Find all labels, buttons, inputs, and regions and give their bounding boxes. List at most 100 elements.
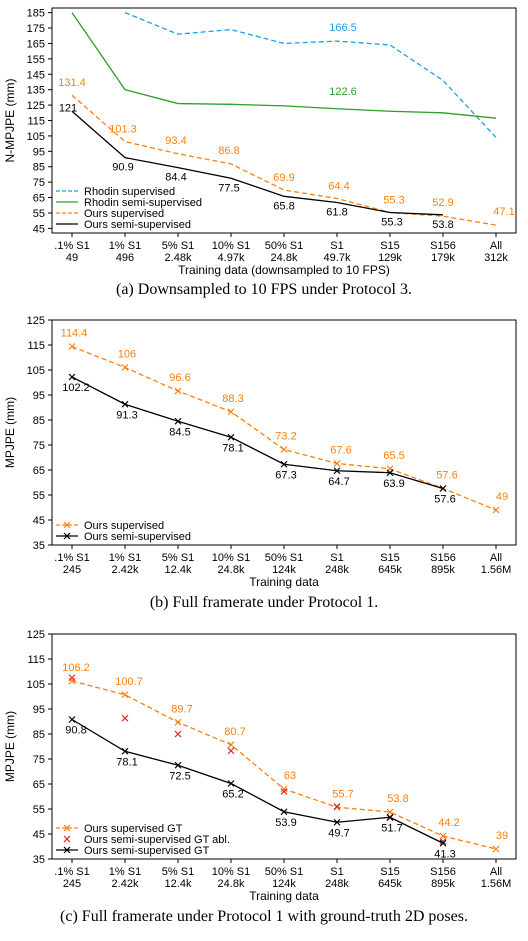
caption-a: (a) Downsampled to 10 FPS under Protocol…: [116, 281, 412, 298]
y-tick-label: 35: [33, 854, 45, 866]
data-label: 89.7: [171, 703, 192, 715]
x-tick-label: 50% S1: [265, 240, 304, 252]
data-point-marker: [280, 808, 288, 816]
x-tick-label: S15: [380, 866, 400, 878]
data-point-marker: [333, 460, 341, 467]
data-label: 114.4: [61, 328, 88, 340]
data-label: 47.1: [493, 206, 514, 218]
x-tick-label: 10% S1: [212, 240, 251, 252]
data-label: 51.7: [381, 822, 402, 834]
y-tick-label: 185: [27, 8, 45, 20]
data-point-marker: [174, 730, 182, 738]
y-tick-label: 55: [33, 490, 45, 502]
legend-label: Ours semi-supervised: [84, 531, 191, 543]
x-tick-label: All: [490, 866, 502, 878]
y-tick-label: 175: [27, 23, 45, 35]
legend-item: Ours supervised: [56, 208, 164, 220]
x-tick-sublabel: 245: [63, 878, 81, 890]
data-label: 53.9: [275, 817, 296, 829]
y-tick-label: 85: [33, 162, 45, 174]
x-tick-sublabel: 49.7k: [324, 252, 351, 264]
caption-b: (b) Full framerate under Protocol 1.: [149, 594, 379, 611]
legend-label: Ours supervised GT: [84, 823, 183, 835]
x-tick-label: S1: [330, 240, 343, 252]
data-point-marker: [280, 460, 288, 468]
data-label: 63.9: [383, 478, 404, 490]
y-tick-label: 115: [27, 116, 45, 128]
y-tick-label: 115: [27, 654, 45, 666]
y-tick-label: 125: [27, 629, 45, 641]
data-label: 64.4: [328, 180, 349, 192]
data-label: 93.4: [165, 135, 186, 147]
y-tick-label: 135: [27, 85, 45, 97]
data-point-marker: [280, 785, 288, 793]
x-tick-sublabel: 24.8k: [218, 564, 245, 576]
legend-label: Ours semi-supervised GT abl.: [84, 834, 230, 846]
data-label: 55.3: [383, 195, 404, 207]
y-tick-label: 85: [33, 415, 45, 427]
data-label: 53.8: [432, 219, 453, 231]
data-label: 77.5: [218, 182, 239, 194]
y-tick-label: 125: [27, 100, 45, 112]
y-tick-label: 65: [33, 193, 45, 205]
y-tick-label: 95: [33, 146, 45, 158]
data-point-marker: [121, 691, 129, 699]
data-label: 55.3: [381, 217, 402, 229]
y-tick-label: 105: [27, 365, 45, 377]
legend-item: Ours supervised GT: [56, 823, 183, 835]
data-point-marker: [280, 788, 288, 795]
series-line: [71, 718, 444, 844]
legend-item: Ours semi-supervised GT: [56, 845, 210, 857]
data-label: 88.3: [222, 393, 243, 405]
data-label: 55.7: [332, 788, 353, 800]
x-tick-label: 5% S1: [162, 866, 194, 878]
x-tick-sublabel: 24.8k: [218, 878, 245, 890]
y-tick-label: 115: [27, 340, 45, 352]
data-label: 65.2: [222, 789, 243, 801]
x-tick-sublabel: 179k: [431, 252, 455, 264]
data-label: 91.3: [116, 409, 137, 421]
series-line: [71, 12, 497, 119]
x-tick-sublabel: 2.42k: [112, 564, 139, 576]
series-line: [71, 110, 444, 216]
y-tick-label: 95: [33, 390, 45, 402]
data-point-marker: [439, 832, 447, 840]
x-tick-label: S1: [330, 552, 343, 564]
data-label: 90.9: [112, 162, 133, 174]
x-tick-sublabel: 895k: [431, 878, 455, 890]
data-point-marker: [227, 780, 235, 787]
y-tick-label: 65: [33, 465, 45, 477]
series-line: [71, 376, 444, 490]
y-tick-label: 65: [33, 779, 45, 791]
x-tick-sublabel: 1.56M: [481, 564, 512, 576]
data-point-marker: [121, 364, 129, 371]
x-tick-label: 1% S1: [109, 552, 141, 564]
x-tick-label: 10% S1: [212, 552, 251, 564]
data-label: 101.3: [109, 124, 137, 136]
x-tick-label: S15: [380, 552, 400, 564]
y-tick-label: 55: [33, 804, 45, 816]
x-tick-label: 10% S1: [212, 866, 251, 878]
data-label: 78.1: [222, 442, 243, 454]
data-point-marker: [121, 747, 129, 755]
x-tick-label: 1% S1: [109, 240, 141, 252]
data-label: 63: [284, 770, 296, 782]
x-tick-sublabel: 312k: [484, 252, 508, 264]
x-tick-sublabel: 895k: [431, 564, 455, 576]
x-tick-sublabel: 645k: [378, 564, 402, 576]
x-axis-label: Training data: [249, 575, 319, 589]
x-tick-label: 1% S1: [109, 866, 141, 878]
x-tick-sublabel: 129k: [378, 252, 402, 264]
data-point-marker: [227, 741, 235, 749]
data-label: 122.6: [329, 86, 357, 98]
y-axis-label: MPJPE (mm): [3, 397, 17, 468]
data-point-marker: [174, 387, 182, 395]
y-tick-label: 45: [33, 515, 45, 527]
x-tick-sublabel: 2.42k: [112, 878, 139, 890]
data-label: 102.2: [62, 382, 90, 394]
data-label: 57.6: [434, 494, 455, 506]
data-point-marker: [68, 674, 76, 682]
data-point-marker: [386, 808, 394, 816]
